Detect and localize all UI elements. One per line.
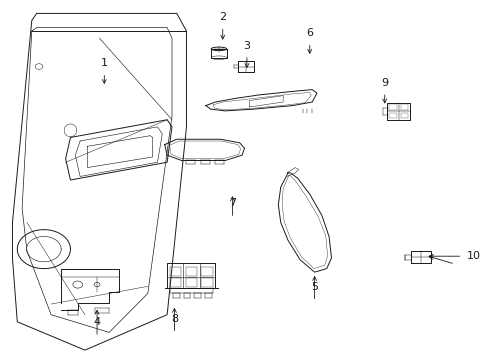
Text: 4: 4 bbox=[93, 317, 101, 327]
Text: 1: 1 bbox=[101, 58, 107, 68]
Text: 5: 5 bbox=[310, 282, 318, 292]
Text: 10: 10 bbox=[466, 251, 480, 261]
Text: 2: 2 bbox=[219, 12, 226, 22]
Text: 9: 9 bbox=[380, 78, 387, 88]
Text: 7: 7 bbox=[228, 198, 236, 208]
Text: 6: 6 bbox=[305, 28, 313, 38]
Text: 3: 3 bbox=[243, 41, 250, 51]
Text: 8: 8 bbox=[170, 314, 178, 324]
